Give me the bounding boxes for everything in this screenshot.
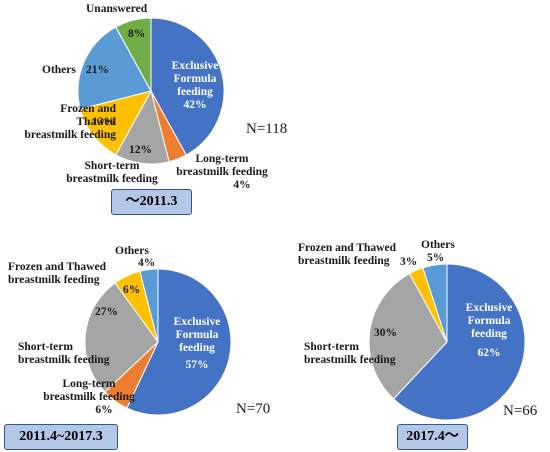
chart1-label-frozen: Frozen and Thawed breastmilk feeding xyxy=(24,103,116,141)
chart2-slice-2 xyxy=(84,282,159,393)
chart2-pct-others: 4% xyxy=(138,257,156,269)
chart2-pct-short: 27% xyxy=(95,306,118,318)
chart1-slice-5 xyxy=(115,17,152,92)
chart1-label-exclusive: Exclusive Formula feeding 42% xyxy=(171,60,219,111)
chart3-slice-0 xyxy=(392,263,526,421)
chart3-label-others: Others xyxy=(421,239,455,251)
chart3-pct-short: 30% xyxy=(374,327,397,339)
chart2-period-box: 2011.4~2017.3 xyxy=(4,424,118,450)
chart3-pct-frozen: 3% xyxy=(400,256,418,268)
chart3-slice-1 xyxy=(368,272,448,400)
chart2-n-label: N=70 xyxy=(236,401,271,417)
chart2-slice-4 xyxy=(139,268,159,343)
chart1-label-long: Long-term breastmilk feeding 4% xyxy=(176,153,268,191)
chart1-slice-4 xyxy=(77,26,152,110)
chart1-slice-0 xyxy=(150,17,225,156)
chart2-label-short: Short-term breastmilk feeding xyxy=(18,341,110,366)
chart1-pct-frozen: 13% xyxy=(92,116,115,128)
chart1-label-unanswered: Unanswered xyxy=(86,3,148,15)
chart1-pct-short: 12% xyxy=(129,144,152,156)
chart3-period-box: 2017.4～ xyxy=(397,424,468,450)
chart2-label-others: Others xyxy=(115,245,149,257)
chart1-label-others: Others xyxy=(42,64,76,76)
chart3-n-label: N=66 xyxy=(503,403,538,419)
chart2-label-long: Long-term breastmilk feeding 6% xyxy=(43,378,135,416)
chart3-slice-3 xyxy=(422,263,448,343)
chart3-pct-others: 5% xyxy=(427,252,445,264)
chart1-pct-others: 21% xyxy=(86,64,109,76)
chart3-label-frozen: Frozen and Thawed breastmilk feeding xyxy=(298,242,396,267)
chart1-period-box: ～2011.3 xyxy=(111,189,192,215)
chart2-label-exclusive: Exclusive Formula feeding 57% xyxy=(173,316,221,371)
chart2-pct-frozen: 6% xyxy=(123,284,141,296)
chart1-n-label: N=118 xyxy=(246,121,288,137)
chart1-pct-unanswered: 8% xyxy=(128,28,146,40)
chart3-label-short: Short-term breastmilk feeding xyxy=(304,341,396,366)
chart1-slice-3 xyxy=(79,90,152,156)
chart1-label-short: Short-term breastmilk feeding xyxy=(66,160,158,185)
chart3-label-exclusive: Exclusive Formula feeding 62% xyxy=(465,302,513,359)
chart2-label-frozen: Frozen and Thawed breastmilk feeding xyxy=(8,261,106,286)
chart2-slice-0 xyxy=(126,268,232,416)
